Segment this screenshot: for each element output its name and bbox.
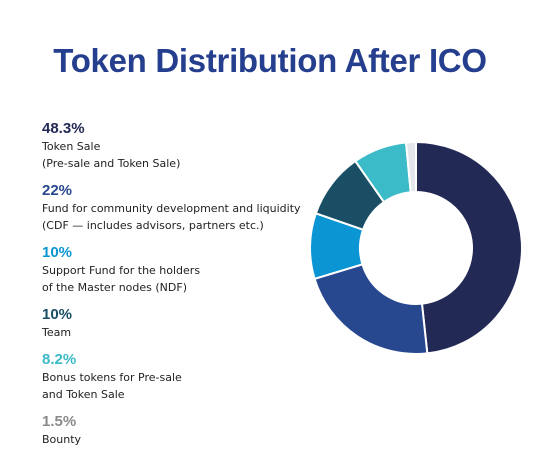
legend-percentage: 1.5% <box>42 413 77 430</box>
donut-slice <box>313 263 429 355</box>
legend-description: Support Fund for the holders of the Mast… <box>42 264 201 294</box>
donut-slice <box>415 140 523 355</box>
legend-percentage: 22% <box>42 182 73 199</box>
legend-item: 10% Team <box>42 306 312 341</box>
legend: 48.3% Token Sale (Pre-sale and Token Sale… <box>42 120 312 458</box>
legend-description: Fund for community development and liqui… <box>42 202 301 232</box>
legend-item: 10% Support Fund for the holders of the M… <box>42 244 312 296</box>
legend-item: 1.5% Bounty <box>42 413 312 448</box>
donut-slice <box>404 140 417 194</box>
legend-item: 22% Fund for community development and li… <box>42 182 312 234</box>
legend-description: Team <box>42 326 72 339</box>
legend-percentage: 8.2% <box>42 351 77 368</box>
legend-percentage: 10% <box>42 244 73 261</box>
legend-percentage: 48.3% <box>42 120 85 137</box>
legend-description: Bounty <box>42 433 82 446</box>
donut-chart <box>309 140 523 355</box>
chart-title: Token Distribution After ICO <box>53 42 487 79</box>
legend-percentage: 10% <box>42 306 73 323</box>
legend-description: Token Sale (Pre-sale and Token Sale) <box>42 140 181 170</box>
legend-item: 48.3% Token Sale (Pre-sale and Token Sale… <box>42 120 312 172</box>
legend-description: Bonus tokens for Pre-sale and Token Sale <box>42 371 182 401</box>
legend-item: 8.2% Bonus tokens for Pre-sale and Token … <box>42 351 312 403</box>
